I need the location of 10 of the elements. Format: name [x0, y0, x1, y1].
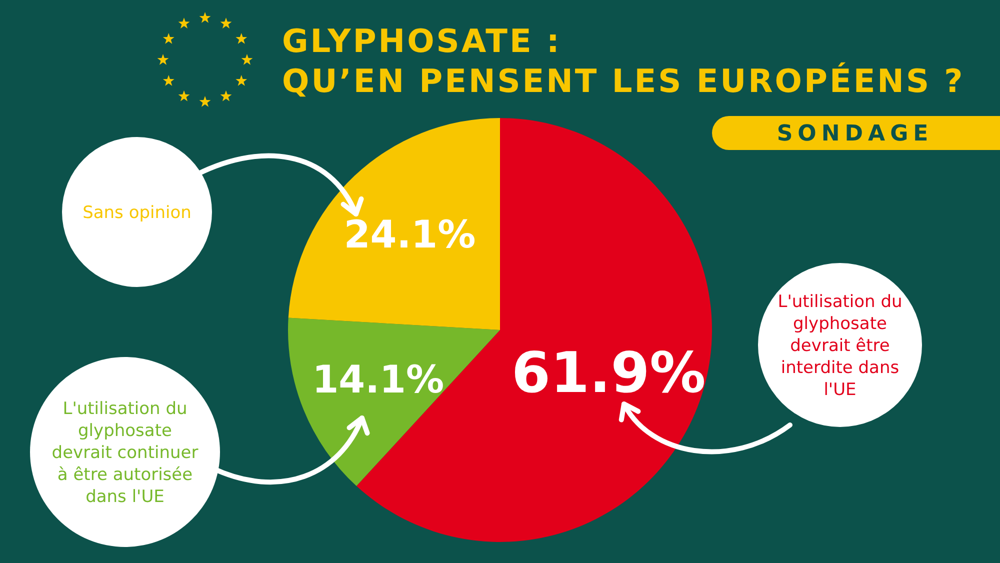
pie-slice	[288, 118, 500, 330]
pie-slice	[288, 318, 500, 486]
data-label: 24.1%	[344, 212, 476, 257]
data-label: 61.9%	[511, 340, 706, 406]
data-label: 14.1%	[312, 358, 444, 402]
slice-label: L'utilisation du glyphosate devrait être interdite dans l'UE	[778, 292, 902, 400]
chart-title: GLYPHOSATE : QU’EN PENSENT LES EUROPÉENS ?	[282, 22, 965, 100]
slice-label: Sans opinion	[82, 202, 192, 223]
slice-label: L'utilisation du glyphosate devrait continuer à être autorisée dans l'UE	[52, 398, 198, 508]
chart-subtitle: SONDAGE	[776, 122, 934, 147]
